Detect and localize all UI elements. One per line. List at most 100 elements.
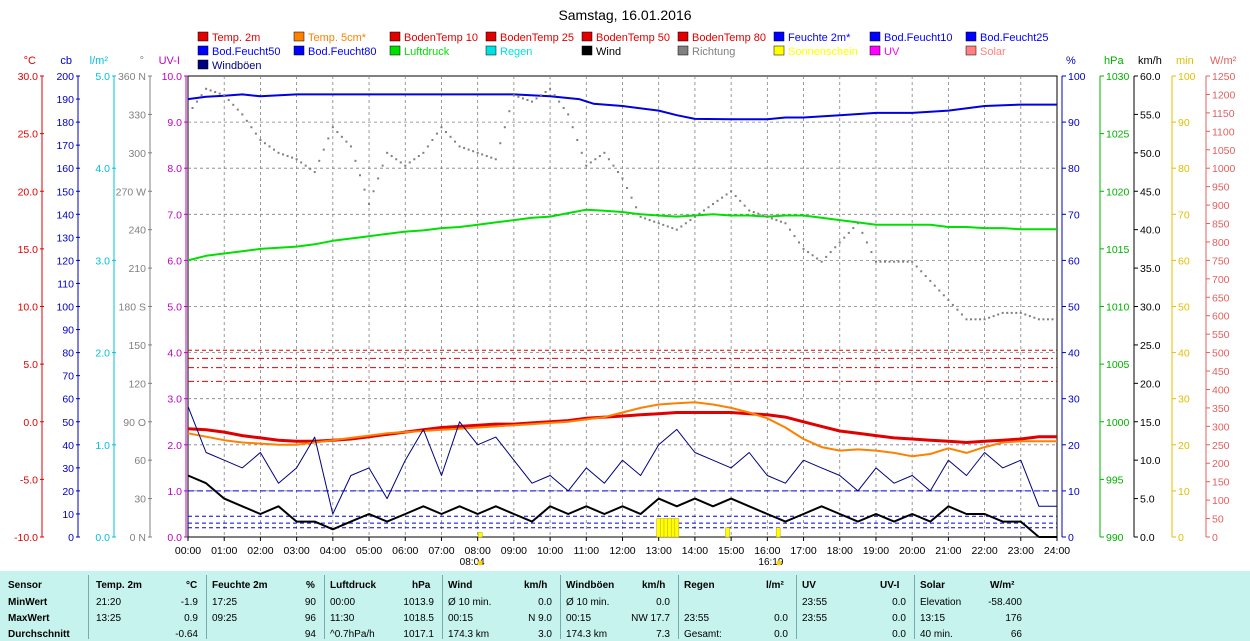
legend-swatch [677,31,689,42]
right-axis-tick-label: 90 [1068,117,1080,129]
direction-point [644,217,647,220]
right-axis-tick-label: 950 [1212,182,1230,194]
direction-point [508,110,511,113]
right-axis-tick-label: 10 [1068,486,1080,498]
direction-point [413,158,416,161]
left-axis-unit: cb [60,55,72,67]
direction-point [662,223,665,226]
direction-point [947,299,950,302]
left-axis-tick-label: 330 [128,109,146,121]
right-axis-tick-label: 50 [1178,302,1190,314]
right-axis-tick-label: 15.0 [1140,417,1161,429]
direction-point [512,94,515,97]
left-axis-tick-label: 50 [62,417,74,429]
direction-point [956,308,959,311]
direction-point [865,241,868,244]
right-axis-tick-label: 90 [1178,117,1190,129]
direction-point [291,156,294,159]
chart-title: Samstag, 16.01.2016 [558,7,691,23]
right-axis-tick-label: 800 [1212,237,1230,249]
direction-point [639,215,642,218]
direction-point [761,214,764,217]
sun-marker [776,560,782,566]
direction-point [368,203,371,206]
x-axis-tick-label: 13:00 [646,545,672,557]
direction-point [684,222,687,225]
direction-point [997,313,1000,316]
left-axis-tick-label: 360 N [118,71,146,83]
x-axis-tick-label: 07:00 [428,545,454,557]
left-axis-tick-label: 70 [62,371,74,383]
left-axis-tick-label: 240 [128,225,146,237]
direction-point [1051,318,1054,321]
direction-point [426,145,429,148]
legend-label: Solar [980,46,1006,58]
direction-point [440,126,443,129]
legend-label: Bod.Feucht25 [980,32,1049,44]
direction-point [277,151,280,154]
left-axis-tick-label: 210 [128,263,146,275]
right-axis-tick-label: 80 [1068,163,1080,175]
stats-boeen-label: 00:15 [566,613,592,624]
right-axis-tick-label: 200 [1212,458,1230,470]
right-axis-tick-label: 1010 [1106,302,1130,314]
stats-regen-label: 23:55 [684,613,710,624]
direction-point [250,126,253,129]
right-axis-tick-label: 50 [1212,514,1224,526]
direction-point [838,241,841,244]
weather-chart: Samstag, 16.01.2016 Temp. 2m Temp. 5cm* Bod… [14,7,1237,568]
direction-point [1037,318,1040,321]
direction-point [739,199,742,202]
legend-swatch [485,45,497,56]
stats-row-max: MaxWert [8,613,50,624]
direction-point [282,153,285,156]
x-axis-tick-label: 14:00 [682,545,708,557]
left-axis-tick-label: 180 [56,117,74,129]
stats-temp-label: 13:25 [96,613,122,624]
direction-point [558,100,561,103]
left-axis-tick-label: 120 [128,378,146,390]
direction-point [381,164,384,167]
direction-point [377,177,380,180]
direction-point [227,99,230,102]
direction-point [770,217,773,220]
left-axis-tick-label: 6.0 [167,255,182,267]
stats-boeen-label: Ø 10 min. [566,597,610,608]
left-axis-tick-label: 180 S [119,302,146,314]
right-axis-tick-label: 1200 [1212,89,1236,101]
direction-point [951,303,954,306]
left-axis-unit: UV-I [159,55,180,67]
right-axis-tick-label: 700 [1212,274,1230,286]
stats-solar-label: 40 min. [920,629,953,640]
legend-swatch [389,45,401,56]
stats-uv-label: 23:55 [802,613,828,624]
left-axis-tick-label: -10.0 [14,532,38,544]
right-axis-tick-label: 30 [1068,394,1080,406]
direction-point [187,113,189,116]
direction-point [653,220,656,223]
direction-point [386,151,389,154]
direction-point [585,164,588,167]
direction-point [938,289,941,292]
series-line [187,406,1057,515]
stats-luftdruck-label: 00:00 [330,597,356,608]
direction-point [354,159,357,162]
direction-point [779,220,782,223]
stats-luftdruck-value: 1017.1 [403,629,434,640]
direction-point [983,318,986,321]
right-axis-tick-label: 50 [1068,302,1080,314]
direction-point [467,148,470,151]
right-axis-tick-label: 350 [1212,403,1230,415]
legend-label: Regen [500,46,532,58]
direction-point [816,257,819,260]
left-axis-tick-label: 30.0 [18,71,39,83]
stats-uv-value: 0.0 [892,597,906,608]
direction-point [616,171,619,174]
stats-luftdruck-label: ^0.7hPa/h [330,629,375,640]
stats-boeen-value: NW 17.7 [631,613,670,624]
left-axis-tick-label: 60 [134,455,146,467]
direction-point [358,174,361,177]
right-axis-tick-label: 1015 [1106,244,1130,256]
direction-point [232,103,235,106]
direction-point [449,135,452,138]
